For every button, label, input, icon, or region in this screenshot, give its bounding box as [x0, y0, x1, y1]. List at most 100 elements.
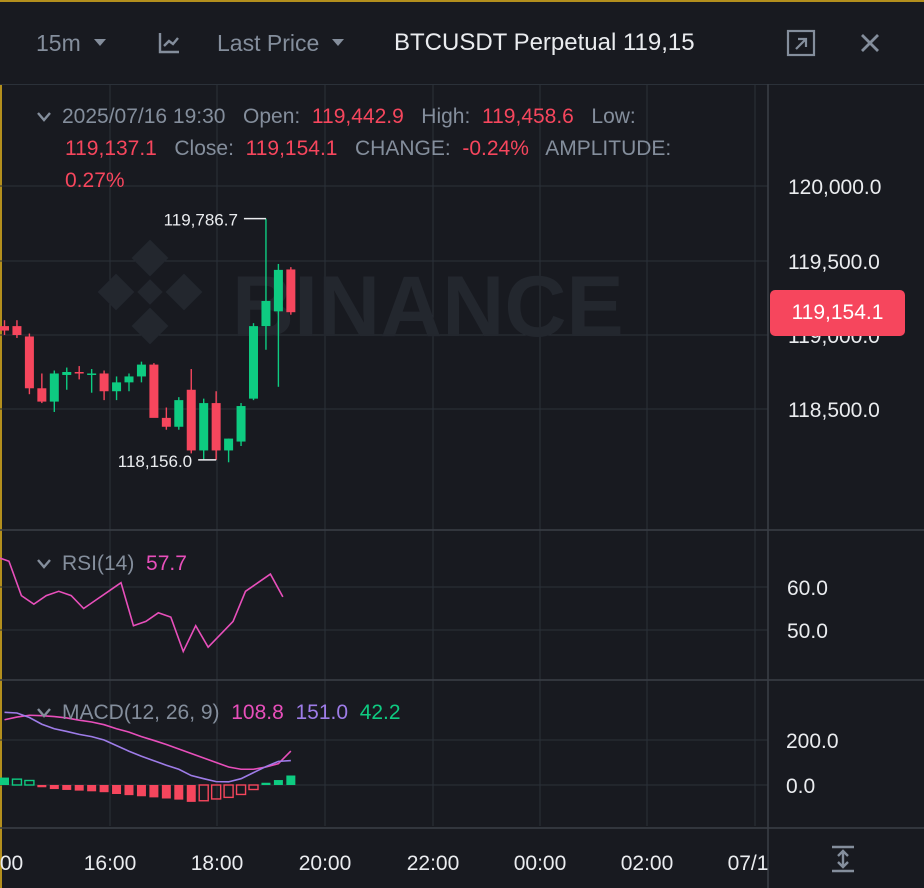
time-axis-label: 20:00 [299, 852, 352, 875]
watermark-logo-diamond [137, 279, 163, 305]
macd-histogram-bar [0, 777, 9, 785]
macd-histogram-bar [223, 784, 234, 799]
macd-histogram-bar [62, 785, 72, 790]
macd-histogram-bar [235, 784, 247, 796]
macd-histogram-bar [149, 785, 159, 798]
candle-body [261, 300, 271, 327]
high-label: High: [421, 105, 471, 128]
rsi-series-line [0, 557, 284, 654]
amplitude-label: AMPLITUDE: [545, 137, 672, 160]
ohlc-date: 2025/07/16 19:30 [62, 105, 226, 128]
time-axis-label: :00 [0, 852, 23, 875]
time-axis-label: 22:00 [407, 852, 460, 875]
ohlc-legend: 2025/07/16 19:30 Open: 119,442.9 High: 1… [36, 101, 756, 197]
macd-histogram-bar [99, 785, 109, 793]
macd-histogram-bar [186, 785, 196, 802]
time-axis-label: 18:00 [191, 852, 244, 875]
collapse-chevron-icon[interactable] [36, 558, 52, 570]
price-axis-label: 119,500.0 [788, 251, 880, 274]
candle-body [273, 269, 283, 312]
macd-axis-label: 0.0 [786, 775, 815, 798]
amplitude-value: 0.27% [65, 169, 125, 192]
collapse-chevron-icon[interactable] [36, 111, 52, 123]
macd-line [4, 711, 291, 783]
macd-histogram-bar [248, 784, 259, 791]
chart-canvas[interactable]: BINANCE 119,786.7 118,156.0 120,000.0 119,50… [0, 84, 924, 888]
macd-histogram-bar [161, 785, 171, 799]
macd-hist-value: 42.2 [359, 701, 401, 724]
watermark-logo-diamond [165, 273, 203, 311]
watermark-logo-diamond [97, 273, 135, 311]
high-annotation: 119,786.7 [164, 211, 238, 230]
watermark-logo [97, 239, 203, 345]
macd-histogram-bar [24, 779, 35, 786]
candle-body [112, 382, 122, 392]
macd-histogram-bar [112, 785, 122, 794]
chart-toolbar: 15m Last Price BTCUSDT Perpetual 119,15 [0, 2, 924, 85]
macd-signal-line [4, 714, 292, 771]
interval-label: 15m [36, 29, 81, 56]
interval-selector[interactable]: 15m [36, 2, 107, 84]
macd-axis-label: 200.0 [786, 730, 839, 753]
rsi-axis-label: 60.0 [787, 577, 828, 600]
change-value: -0.24% [462, 137, 529, 160]
candle-body [236, 406, 246, 442]
candle-body [124, 376, 134, 383]
macd-legend: MACD(12, 26, 9) 108.8 151.0 42.2 [36, 697, 401, 729]
macd-histogram-bar [11, 778, 23, 786]
chevron-down-icon [332, 39, 345, 46]
candle-body [286, 269, 296, 313]
candle-body [0, 326, 9, 331]
candle-body [199, 403, 209, 451]
time-axis-label: 00:00 [514, 852, 567, 875]
auto-scale-button[interactable] [830, 845, 856, 878]
macd-histogram-bar [49, 785, 59, 790]
candle-body [74, 372, 84, 374]
candle-body [99, 373, 109, 392]
low-annotation: 118,156.0 [118, 452, 192, 471]
candle-body [174, 400, 184, 427]
fit-vertical-icon [832, 845, 854, 873]
collapse-chevron-icon[interactable] [36, 707, 52, 719]
close-button[interactable] [860, 2, 880, 84]
popout-icon [786, 29, 816, 57]
candle-body [211, 403, 221, 451]
change-label: CHANGE: [354, 137, 451, 160]
candle-body [49, 373, 59, 402]
macd-histogram-bar [87, 785, 97, 792]
watermark-text: BINANCE [232, 259, 624, 355]
price-type-selector[interactable]: Last Price [217, 2, 345, 84]
close-icon [861, 34, 879, 52]
macd-histogram-bar [286, 775, 296, 785]
indicators-button[interactable] [157, 2, 181, 84]
high-value: 119,458.6 [482, 105, 574, 128]
macd-signal-value: 151.0 [295, 701, 349, 724]
popout-button[interactable] [786, 2, 816, 84]
candle-body [37, 388, 47, 402]
macd-label: MACD(12, 26, 9) [62, 701, 220, 724]
macd-histogram-bar [174, 785, 184, 800]
candle-body [186, 389, 196, 451]
rsi-legend: RSI(14) 57.7 [36, 548, 187, 580]
candle-body [87, 373, 97, 375]
macd-histogram-bar [37, 785, 47, 788]
price-axis-label: 118,500.0 [788, 399, 880, 422]
rsi-label: RSI(14) [62, 552, 135, 575]
macd-histogram-bar [198, 784, 209, 802]
time-axis-label: 16:00 [84, 852, 137, 875]
candle-body [161, 417, 171, 427]
macd-histogram-bar [261, 782, 271, 785]
macd-histogram-bar [210, 784, 222, 800]
macd-histogram-bar [74, 785, 84, 791]
candle-body [224, 438, 234, 451]
candle-body [24, 336, 34, 389]
close-value: 119,154.1 [245, 137, 338, 160]
open-label: Open: [243, 105, 301, 128]
macd-histogram-bar [136, 785, 146, 797]
macd-histogram-bar [273, 780, 283, 785]
chevron-down-icon [93, 39, 106, 46]
price-type-label: Last Price [217, 29, 320, 56]
low-label: Low: [591, 105, 636, 128]
time-axis-label: 07/1 [728, 852, 769, 875]
